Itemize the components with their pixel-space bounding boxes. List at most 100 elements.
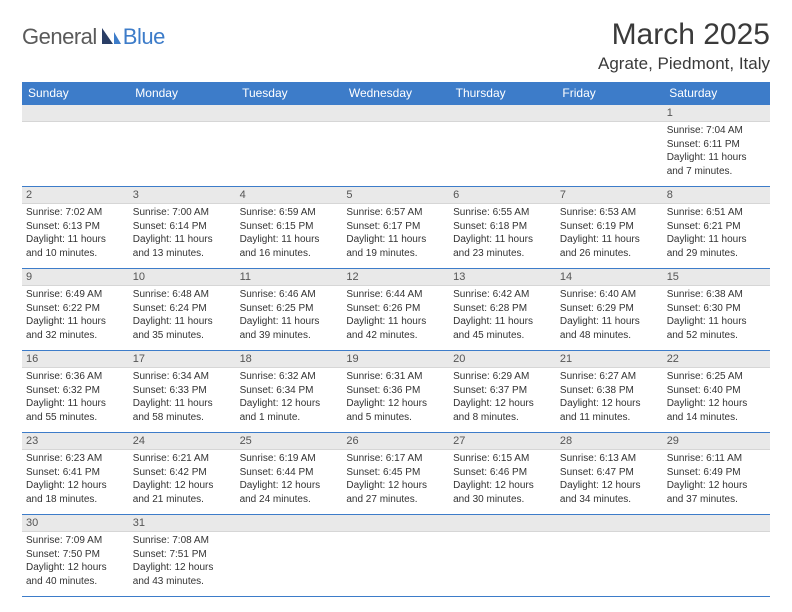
calendar-day-cell: 25Sunrise: 6:19 AMSunset: 6:44 PMDayligh… — [236, 433, 343, 515]
calendar-day-cell — [449, 105, 556, 187]
day-number: 28 — [556, 433, 663, 450]
day-number: 26 — [342, 433, 449, 450]
weekday-header: Monday — [129, 82, 236, 105]
day-info: Sunrise: 6:27 AMSunset: 6:38 PMDaylight:… — [556, 368, 663, 428]
day-info: Sunrise: 7:08 AMSunset: 7:51 PMDaylight:… — [129, 532, 236, 592]
header: General Blue March 2025 Agrate, Piedmont… — [22, 18, 770, 74]
calendar-day-cell: 24Sunrise: 6:21 AMSunset: 6:42 PMDayligh… — [129, 433, 236, 515]
day-info: Sunrise: 7:02 AMSunset: 6:13 PMDaylight:… — [22, 204, 129, 264]
day-number-empty — [342, 515, 449, 532]
day-number: 23 — [22, 433, 129, 450]
calendar-day-cell: 14Sunrise: 6:40 AMSunset: 6:29 PMDayligh… — [556, 269, 663, 351]
logo: General Blue — [22, 24, 165, 50]
day-info: Sunrise: 6:13 AMSunset: 6:47 PMDaylight:… — [556, 450, 663, 510]
day-info: Sunrise: 6:42 AMSunset: 6:28 PMDaylight:… — [449, 286, 556, 346]
day-number-empty — [342, 105, 449, 122]
calendar-day-cell: 30Sunrise: 7:09 AMSunset: 7:50 PMDayligh… — [22, 515, 129, 597]
calendar-day-cell: 20Sunrise: 6:29 AMSunset: 6:37 PMDayligh… — [449, 351, 556, 433]
day-info: Sunrise: 6:31 AMSunset: 6:36 PMDaylight:… — [342, 368, 449, 428]
day-number-empty — [663, 515, 770, 532]
weekday-header: Thursday — [449, 82, 556, 105]
day-info: Sunrise: 6:29 AMSunset: 6:37 PMDaylight:… — [449, 368, 556, 428]
day-number: 14 — [556, 269, 663, 286]
calendar-week-row: 1Sunrise: 7:04 AMSunset: 6:11 PMDaylight… — [22, 105, 770, 187]
calendar-day-cell — [556, 515, 663, 597]
calendar-day-cell: 18Sunrise: 6:32 AMSunset: 6:34 PMDayligh… — [236, 351, 343, 433]
day-number: 24 — [129, 433, 236, 450]
day-number: 19 — [342, 351, 449, 368]
calendar-day-cell: 19Sunrise: 6:31 AMSunset: 6:36 PMDayligh… — [342, 351, 449, 433]
day-number: 21 — [556, 351, 663, 368]
day-info: Sunrise: 6:51 AMSunset: 6:21 PMDaylight:… — [663, 204, 770, 264]
calendar-day-cell — [236, 515, 343, 597]
day-info: Sunrise: 6:49 AMSunset: 6:22 PMDaylight:… — [22, 286, 129, 346]
day-info: Sunrise: 6:21 AMSunset: 6:42 PMDaylight:… — [129, 450, 236, 510]
calendar-day-cell — [342, 105, 449, 187]
calendar-week-row: 9Sunrise: 6:49 AMSunset: 6:22 PMDaylight… — [22, 269, 770, 351]
day-number-empty — [449, 105, 556, 122]
calendar-day-cell: 15Sunrise: 6:38 AMSunset: 6:30 PMDayligh… — [663, 269, 770, 351]
day-number: 29 — [663, 433, 770, 450]
calendar-day-cell — [342, 515, 449, 597]
calendar-day-cell: 4Sunrise: 6:59 AMSunset: 6:15 PMDaylight… — [236, 187, 343, 269]
day-number: 12 — [342, 269, 449, 286]
calendar-day-cell — [236, 105, 343, 187]
calendar-day-cell: 12Sunrise: 6:44 AMSunset: 6:26 PMDayligh… — [342, 269, 449, 351]
day-number: 8 — [663, 187, 770, 204]
calendar-day-cell — [22, 105, 129, 187]
calendar-day-cell: 11Sunrise: 6:46 AMSunset: 6:25 PMDayligh… — [236, 269, 343, 351]
day-number: 1 — [663, 105, 770, 122]
calendar-day-cell: 16Sunrise: 6:36 AMSunset: 6:32 PMDayligh… — [22, 351, 129, 433]
calendar-day-cell: 31Sunrise: 7:08 AMSunset: 7:51 PMDayligh… — [129, 515, 236, 597]
day-number: 20 — [449, 351, 556, 368]
day-info: Sunrise: 6:46 AMSunset: 6:25 PMDaylight:… — [236, 286, 343, 346]
day-number: 13 — [449, 269, 556, 286]
calendar-day-cell: 1Sunrise: 7:04 AMSunset: 6:11 PMDaylight… — [663, 105, 770, 187]
day-info: Sunrise: 6:32 AMSunset: 6:34 PMDaylight:… — [236, 368, 343, 428]
day-number: 30 — [22, 515, 129, 532]
sail-icon — [100, 26, 122, 51]
calendar-day-cell: 26Sunrise: 6:17 AMSunset: 6:45 PMDayligh… — [342, 433, 449, 515]
day-info: Sunrise: 6:48 AMSunset: 6:24 PMDaylight:… — [129, 286, 236, 346]
calendar-day-cell: 7Sunrise: 6:53 AMSunset: 6:19 PMDaylight… — [556, 187, 663, 269]
calendar-body: 1Sunrise: 7:04 AMSunset: 6:11 PMDaylight… — [22, 105, 770, 597]
day-info: Sunrise: 6:23 AMSunset: 6:41 PMDaylight:… — [22, 450, 129, 510]
day-info: Sunrise: 6:11 AMSunset: 6:49 PMDaylight:… — [663, 450, 770, 510]
logo-text-general: General — [22, 24, 97, 50]
calendar-day-cell: 28Sunrise: 6:13 AMSunset: 6:47 PMDayligh… — [556, 433, 663, 515]
day-info: Sunrise: 6:53 AMSunset: 6:19 PMDaylight:… — [556, 204, 663, 264]
logo-text-blue: Blue — [123, 24, 165, 50]
calendar-week-row: 23Sunrise: 6:23 AMSunset: 6:41 PMDayligh… — [22, 433, 770, 515]
day-info: Sunrise: 7:04 AMSunset: 6:11 PMDaylight:… — [663, 122, 770, 182]
day-number: 9 — [22, 269, 129, 286]
day-number-empty — [236, 105, 343, 122]
calendar-day-cell — [556, 105, 663, 187]
day-info: Sunrise: 7:09 AMSunset: 7:50 PMDaylight:… — [22, 532, 129, 592]
day-number: 16 — [22, 351, 129, 368]
weekday-header: Tuesday — [236, 82, 343, 105]
day-number: 3 — [129, 187, 236, 204]
day-info: Sunrise: 6:15 AMSunset: 6:46 PMDaylight:… — [449, 450, 556, 510]
day-info: Sunrise: 6:38 AMSunset: 6:30 PMDaylight:… — [663, 286, 770, 346]
calendar-day-cell: 6Sunrise: 6:55 AMSunset: 6:18 PMDaylight… — [449, 187, 556, 269]
day-number: 10 — [129, 269, 236, 286]
day-number: 2 — [22, 187, 129, 204]
day-number: 5 — [342, 187, 449, 204]
day-info: Sunrise: 6:34 AMSunset: 6:33 PMDaylight:… — [129, 368, 236, 428]
calendar-day-cell — [129, 105, 236, 187]
calendar-header-row: SundayMondayTuesdayWednesdayThursdayFrid… — [22, 82, 770, 105]
day-info: Sunrise: 6:44 AMSunset: 6:26 PMDaylight:… — [342, 286, 449, 346]
day-number-empty — [556, 105, 663, 122]
calendar-day-cell: 22Sunrise: 6:25 AMSunset: 6:40 PMDayligh… — [663, 351, 770, 433]
day-number: 11 — [236, 269, 343, 286]
day-info: Sunrise: 6:59 AMSunset: 6:15 PMDaylight:… — [236, 204, 343, 264]
calendar-day-cell: 8Sunrise: 6:51 AMSunset: 6:21 PMDaylight… — [663, 187, 770, 269]
day-number-empty — [556, 515, 663, 532]
day-info: Sunrise: 6:40 AMSunset: 6:29 PMDaylight:… — [556, 286, 663, 346]
calendar-day-cell: 21Sunrise: 6:27 AMSunset: 6:38 PMDayligh… — [556, 351, 663, 433]
calendar-day-cell: 23Sunrise: 6:23 AMSunset: 6:41 PMDayligh… — [22, 433, 129, 515]
calendar-day-cell: 2Sunrise: 7:02 AMSunset: 6:13 PMDaylight… — [22, 187, 129, 269]
calendar-week-row: 16Sunrise: 6:36 AMSunset: 6:32 PMDayligh… — [22, 351, 770, 433]
day-number-empty — [129, 105, 236, 122]
calendar-table: SundayMondayTuesdayWednesdayThursdayFrid… — [22, 82, 770, 597]
